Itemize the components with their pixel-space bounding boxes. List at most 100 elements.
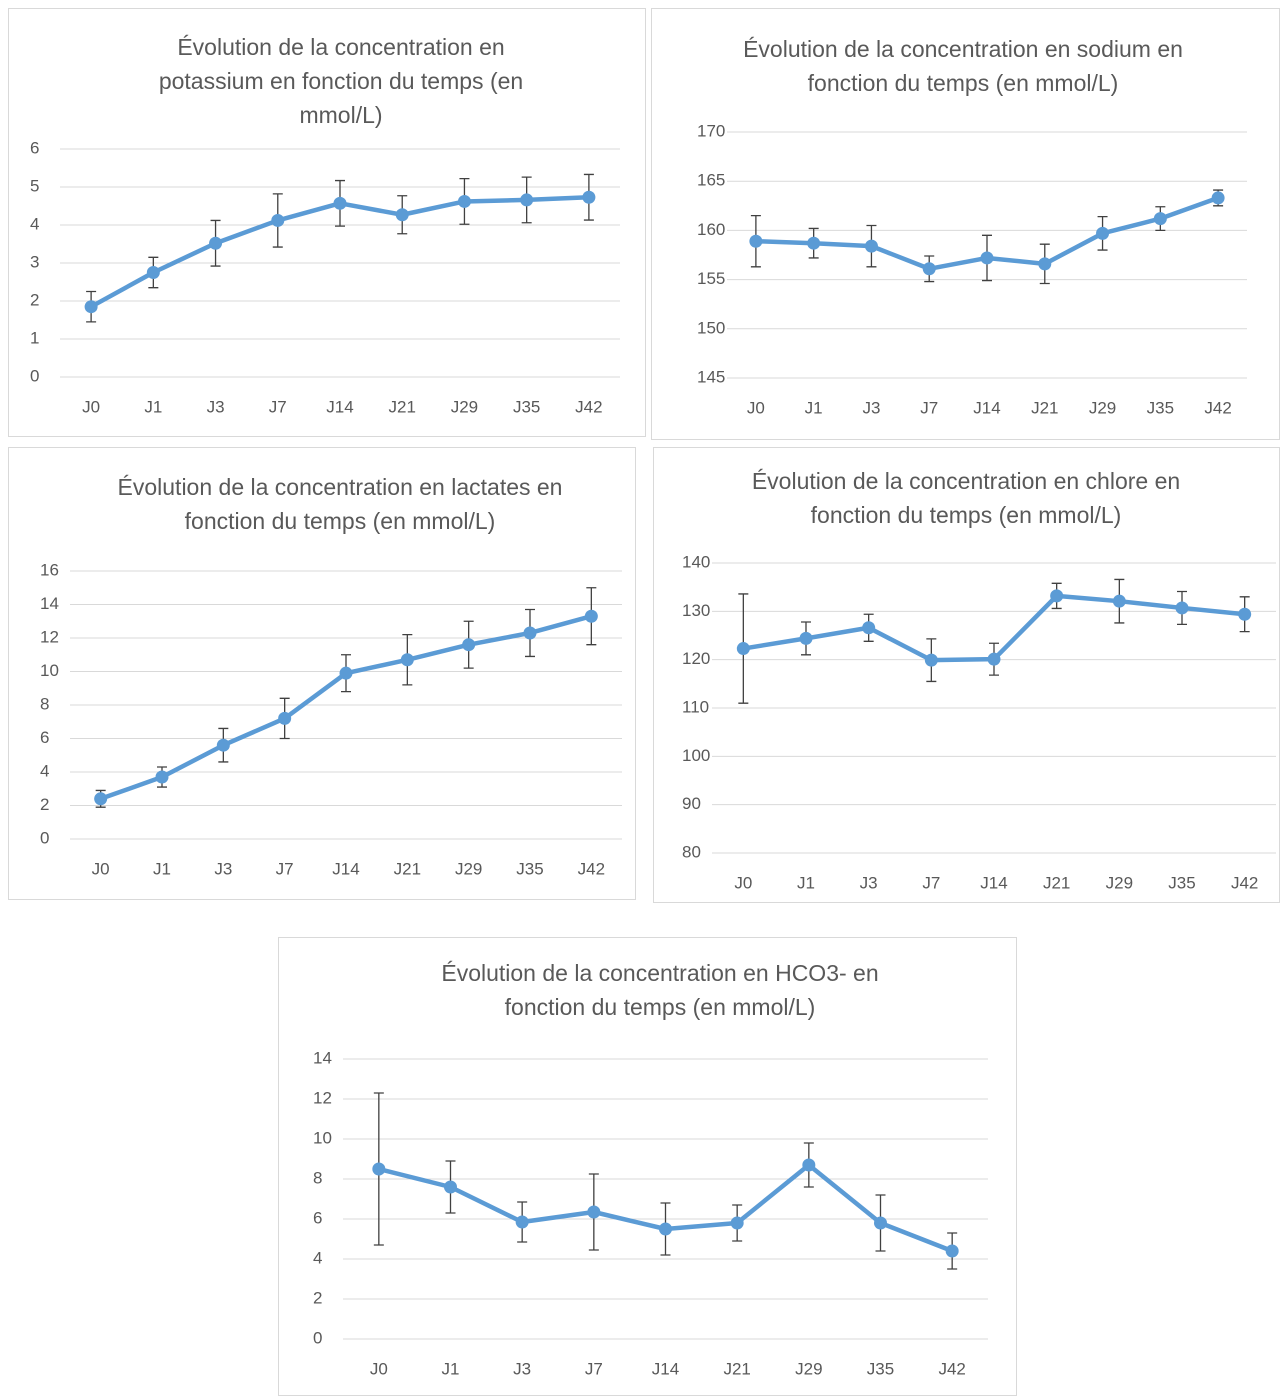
- data-point: [945, 1244, 959, 1258]
- y-tick-label: 4: [40, 761, 49, 780]
- x-tick-label: J0: [82, 397, 100, 416]
- x-tick-label: J35: [867, 1359, 894, 1378]
- data-point: [155, 770, 169, 784]
- x-tick-label: J42: [1204, 398, 1231, 417]
- x-tick-label: J7: [269, 397, 287, 416]
- x-tick-label: J0: [734, 873, 752, 892]
- y-tick-label: 3: [30, 252, 39, 271]
- data-point: [799, 631, 813, 645]
- y-tick-label: 0: [40, 828, 49, 847]
- x-tick-label: J3: [862, 398, 880, 417]
- data-point: [584, 609, 598, 623]
- x-tick-label: J14: [980, 873, 1007, 892]
- x-tick-label: J7: [920, 398, 938, 417]
- data-point: [862, 621, 876, 635]
- x-tick-label: J29: [795, 1359, 822, 1378]
- y-tick-label: 8: [40, 694, 49, 713]
- data-point: [457, 194, 471, 208]
- data-point: [802, 1158, 816, 1172]
- x-tick-label: J42: [938, 1359, 965, 1378]
- data-point: [94, 792, 108, 806]
- y-tick-label: 10: [313, 1128, 332, 1147]
- x-tick-label: J35: [1147, 398, 1174, 417]
- x-tick-label: J1: [797, 873, 815, 892]
- y-tick-label: 165: [697, 171, 725, 190]
- data-line: [99, 614, 592, 801]
- x-tick-label: J1: [144, 397, 162, 416]
- x-tick-label: J3: [860, 873, 878, 892]
- chart-frame: [651, 8, 1280, 440]
- y-tick-label: 2: [30, 290, 39, 309]
- y-tick-label: 140: [682, 552, 710, 571]
- x-tick-label: J14: [973, 398, 1000, 417]
- x-tick-label: J1: [442, 1359, 460, 1378]
- x-tick-label: J35: [513, 397, 540, 416]
- y-tick-label: 12: [313, 1088, 332, 1107]
- x-tick-label: J1: [153, 859, 171, 878]
- y-tick-label: 160: [697, 220, 725, 239]
- y-tick-label: 80: [682, 842, 701, 861]
- data-point: [1211, 191, 1225, 205]
- y-tick-label: 110: [682, 697, 709, 716]
- x-tick-label: J21: [394, 859, 421, 878]
- data-point: [922, 262, 936, 276]
- x-tick-label: J0: [92, 859, 110, 878]
- x-tick-label: J1: [805, 398, 823, 417]
- x-tick-label: J0: [747, 398, 765, 417]
- y-tick-label: 4: [313, 1248, 322, 1267]
- y-tick-label: 155: [697, 269, 725, 288]
- data-point: [582, 190, 596, 204]
- x-tick-label: J7: [276, 859, 294, 878]
- x-tick-label: J29: [455, 859, 482, 878]
- data-point: [209, 236, 223, 250]
- y-tick-label: 10: [40, 661, 59, 680]
- y-tick-label: 2: [313, 1288, 322, 1307]
- x-tick-label: J14: [652, 1359, 679, 1378]
- data-point: [339, 666, 353, 680]
- y-tick-label: 6: [30, 138, 39, 157]
- y-tick-label: 90: [682, 794, 701, 813]
- x-tick-label: J14: [326, 397, 353, 416]
- data-point: [216, 738, 230, 752]
- data-point: [395, 208, 409, 222]
- x-tick-label: J21: [1043, 873, 1070, 892]
- chart-frame: [8, 447, 636, 900]
- data-point: [333, 196, 347, 210]
- data-point: [659, 1222, 672, 1236]
- x-tick-label: J7: [922, 873, 940, 892]
- data-point: [515, 1215, 529, 1229]
- x-tick-label: J42: [1231, 873, 1258, 892]
- y-tick-label: 8: [313, 1168, 322, 1187]
- x-tick-label: J29: [1089, 398, 1116, 417]
- x-tick-label: J3: [214, 859, 232, 878]
- data-point: [1238, 607, 1252, 621]
- data-point: [462, 638, 476, 652]
- data-point: [980, 251, 994, 265]
- data-point: [278, 711, 292, 725]
- y-tick-label: 6: [40, 728, 49, 747]
- y-tick-label: 5: [30, 176, 39, 195]
- data-point: [400, 653, 414, 667]
- x-tick-label: J3: [207, 397, 225, 416]
- x-tick-label: J35: [1168, 873, 1195, 892]
- data-point: [1096, 226, 1110, 240]
- data-point: [987, 652, 1001, 666]
- y-tick-label: 4: [30, 214, 39, 233]
- y-tick-label: 12: [40, 627, 59, 646]
- y-tick-label: 130: [682, 601, 710, 620]
- chart-title: Évolution de la concentration en lactate…: [117, 474, 563, 534]
- y-tick-label: 0: [30, 366, 39, 385]
- y-tick-label: 2: [40, 795, 49, 814]
- data-point: [1112, 594, 1126, 608]
- y-tick-label: 145: [697, 367, 725, 386]
- data-point: [730, 1216, 744, 1230]
- data-point: [749, 234, 763, 248]
- data-point: [1153, 212, 1167, 226]
- x-tick-label: J7: [585, 1359, 603, 1378]
- chart-frame: [653, 447, 1280, 903]
- x-tick-label: J3: [513, 1359, 531, 1378]
- x-tick-label: J21: [389, 397, 416, 416]
- data-point: [523, 626, 537, 640]
